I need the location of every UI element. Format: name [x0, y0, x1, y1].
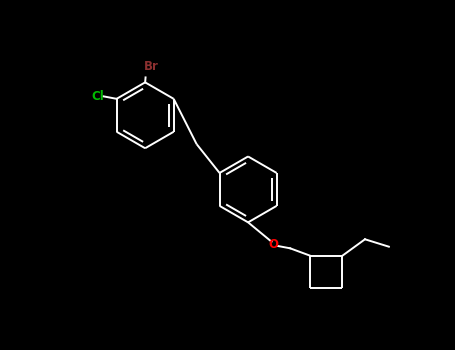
- Text: Br: Br: [143, 60, 158, 73]
- Text: O: O: [268, 238, 278, 252]
- Text: Cl: Cl: [91, 90, 104, 103]
